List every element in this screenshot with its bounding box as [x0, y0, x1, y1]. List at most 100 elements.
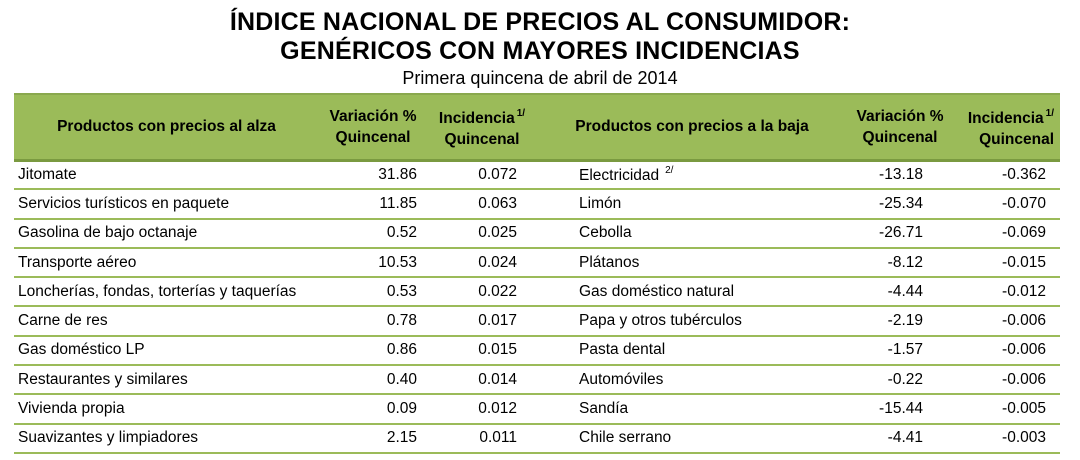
incidencia-baja: -0.006 [953, 335, 1060, 367]
variacion-alza-text: 0.52 [386, 224, 417, 242]
variacion-alza-text: 10.53 [378, 253, 417, 271]
incidencia-alza: 0.011 [427, 423, 537, 454]
variacion-alza: 2.15 [319, 423, 427, 454]
incidencia-alza: 0.012 [427, 394, 537, 425]
table-row: Carne de res 0.78 0.017 Papa y otros tubérc… [14, 306, 1060, 337]
product-alza-text: Gas doméstico LP [18, 341, 145, 359]
header-variacion-alza: Variación % Quincenal [319, 93, 427, 162]
header-variacion-baja: Variación % Quincenal [847, 93, 953, 162]
product-baja: Electricidad 2/ [537, 160, 847, 191]
product-baja-text: Papa y otros tubérculos [579, 312, 742, 330]
incidencia-alza-text: 0.022 [478, 282, 517, 300]
incidencia-alza: 0.024 [427, 247, 537, 279]
header-variacion-line2: Quincenal [335, 128, 411, 146]
incidencia-baja: -0.015 [953, 247, 1060, 279]
variacion-alza-text: 0.40 [386, 370, 417, 388]
incidencia-baja: -0.005 [953, 394, 1060, 425]
variacion-baja-text: -26.71 [879, 224, 923, 242]
variacion-alza: 10.53 [319, 247, 427, 279]
product-alza-text: Gasolina de bajo octanaje [18, 224, 198, 242]
table-row: Gas doméstico LP 0.86 0.015 Pasta dental -1.… [14, 335, 1060, 367]
product-alza: Gasolina de bajo octanaje [14, 218, 319, 249]
product-alza-text: Loncherías, fondas, torterías y taquería… [18, 282, 297, 300]
product-alza: Gas doméstico LP [14, 335, 319, 367]
incidencia-baja-text: -0.006 [1002, 312, 1046, 330]
incidencia-baja: -0.069 [953, 218, 1060, 249]
footnote-marker: 1/ [516, 108, 526, 120]
table-row: Vivienda propia 0.09 0.012 Sandía -15.44 -0.0… [14, 394, 1060, 425]
product-alza-text: Servicios turísticos en paquete [18, 194, 230, 212]
incidencia-baja-text: -0.012 [1002, 282, 1046, 300]
variacion-alza: 0.09 [319, 394, 427, 425]
variacion-alza-text: 0.09 [386, 400, 417, 418]
incidencia-baja-text: -0.003 [1002, 429, 1046, 447]
product-baja: Gas doméstico natural [537, 277, 847, 308]
incidencias-table: Productos con precios al alza Variación … [14, 93, 1060, 454]
incidencia-alza: 0.072 [427, 160, 537, 191]
header-incidencia-line2: Quincenal [979, 131, 1054, 149]
variacion-baja-text: -0.22 [887, 370, 923, 388]
variacion-baja: -4.44 [847, 277, 953, 308]
incidencia-alza-text: 0.014 [478, 370, 517, 388]
product-baja: Limón [537, 189, 847, 220]
variacion-baja: -26.71 [847, 218, 953, 249]
variacion-alza: 0.78 [319, 306, 427, 337]
incidencia-alza-text: 0.025 [478, 224, 517, 242]
product-baja-text: Automóviles [579, 370, 664, 388]
header-incidencia-alza: Incidencia 1/ Quincenal [427, 93, 537, 162]
footnote-marker: 2/ [665, 164, 674, 176]
variacion-baja: -4.41 [847, 423, 953, 454]
product-alza-text: Vivienda propia [18, 400, 125, 418]
header-incidencia-line1: Incidencia [967, 110, 1044, 128]
variacion-baja-text: -15.44 [879, 400, 923, 418]
table-row: Restaurantes y similares 0.40 0.014 Automóv… [14, 365, 1060, 396]
product-alza: Jitomate [14, 160, 319, 191]
title-line-1: ÍNDICE NACIONAL DE PRECIOS AL CONSUMIDOR… [229, 8, 851, 36]
variacion-baja-text: -2.19 [887, 312, 923, 330]
header-variacion-line1: Variación % [329, 107, 417, 125]
header-alza: Productos con precios al alza [14, 93, 319, 162]
variacion-alza: 0.40 [319, 365, 427, 396]
incidencia-baja: -0.006 [953, 365, 1060, 396]
product-alza: Carne de res [14, 306, 319, 337]
title-line-2: GENÉRICOS CON MAYORES INCIDENCIAS [280, 37, 800, 65]
table-row: Jitomate 31.86 0.072 Electricidad 2/ -13.18 -0… [14, 160, 1060, 191]
header-baja-label: Productos con precios a la baja [575, 118, 809, 136]
product-alza-text: Transporte aéreo [18, 253, 137, 271]
product-baja: Automóviles [537, 365, 847, 396]
subtitle: Primera quincena de abril de 2014 [402, 68, 678, 88]
product-baja: Sandía [537, 394, 847, 425]
table-row: Transporte aéreo 10.53 0.024 Plátanos -8.12 -… [14, 247, 1060, 279]
product-baja: Cebolla [537, 218, 847, 249]
incidencia-alza-text: 0.015 [478, 341, 517, 359]
incidencia-alza-text: 0.011 [479, 429, 517, 447]
incidencia-alza-text: 0.072 [478, 165, 517, 183]
variacion-alza: 0.52 [319, 218, 427, 249]
product-alza-text: Jitomate [18, 165, 77, 183]
product-baja: Chile serrano [537, 423, 847, 454]
header-baja: Productos con precios a la baja [537, 93, 847, 162]
product-baja-text: Cebolla [579, 224, 632, 242]
product-alza-text: Suavizantes y limpiadores [18, 429, 199, 447]
variacion-baja: -1.57 [847, 335, 953, 367]
product-alza: Servicios turísticos en paquete [14, 189, 319, 220]
incidencia-baja-text: -0.362 [1002, 165, 1046, 183]
title-block: ÍNDICE NACIONAL DE PRECIOS AL CONSUMIDOR… [0, 8, 1080, 89]
incidencia-baja: -0.003 [953, 423, 1060, 454]
product-alza-text: Carne de res [18, 312, 108, 330]
table-row: Gasolina de bajo octanaje 0.52 0.025 Ceboll… [14, 218, 1060, 249]
incidencia-alza-text: 0.012 [478, 400, 517, 418]
header-incidencia-line1: Incidencia [438, 110, 515, 128]
incidencia-baja: -0.012 [953, 277, 1060, 308]
incidencia-alza: 0.063 [427, 189, 537, 220]
product-baja: Plátanos [537, 247, 847, 279]
incidencia-alza: 0.025 [427, 218, 537, 249]
product-baja-text: Pasta dental [579, 341, 666, 359]
header-incidencia-baja: Incidencia 1/ Quincenal [953, 93, 1060, 162]
table-row: Loncherías, fondas, torterías y taquería… [14, 277, 1060, 308]
variacion-alza: 11.85 [319, 189, 427, 220]
header-incidencia-line2: Quincenal [444, 131, 520, 149]
incidencia-alza-text: 0.063 [478, 194, 517, 212]
product-alza: Vivienda propia [14, 394, 319, 425]
table-row: Servicios turísticos en paquete 11.85 0.06… [14, 189, 1060, 220]
